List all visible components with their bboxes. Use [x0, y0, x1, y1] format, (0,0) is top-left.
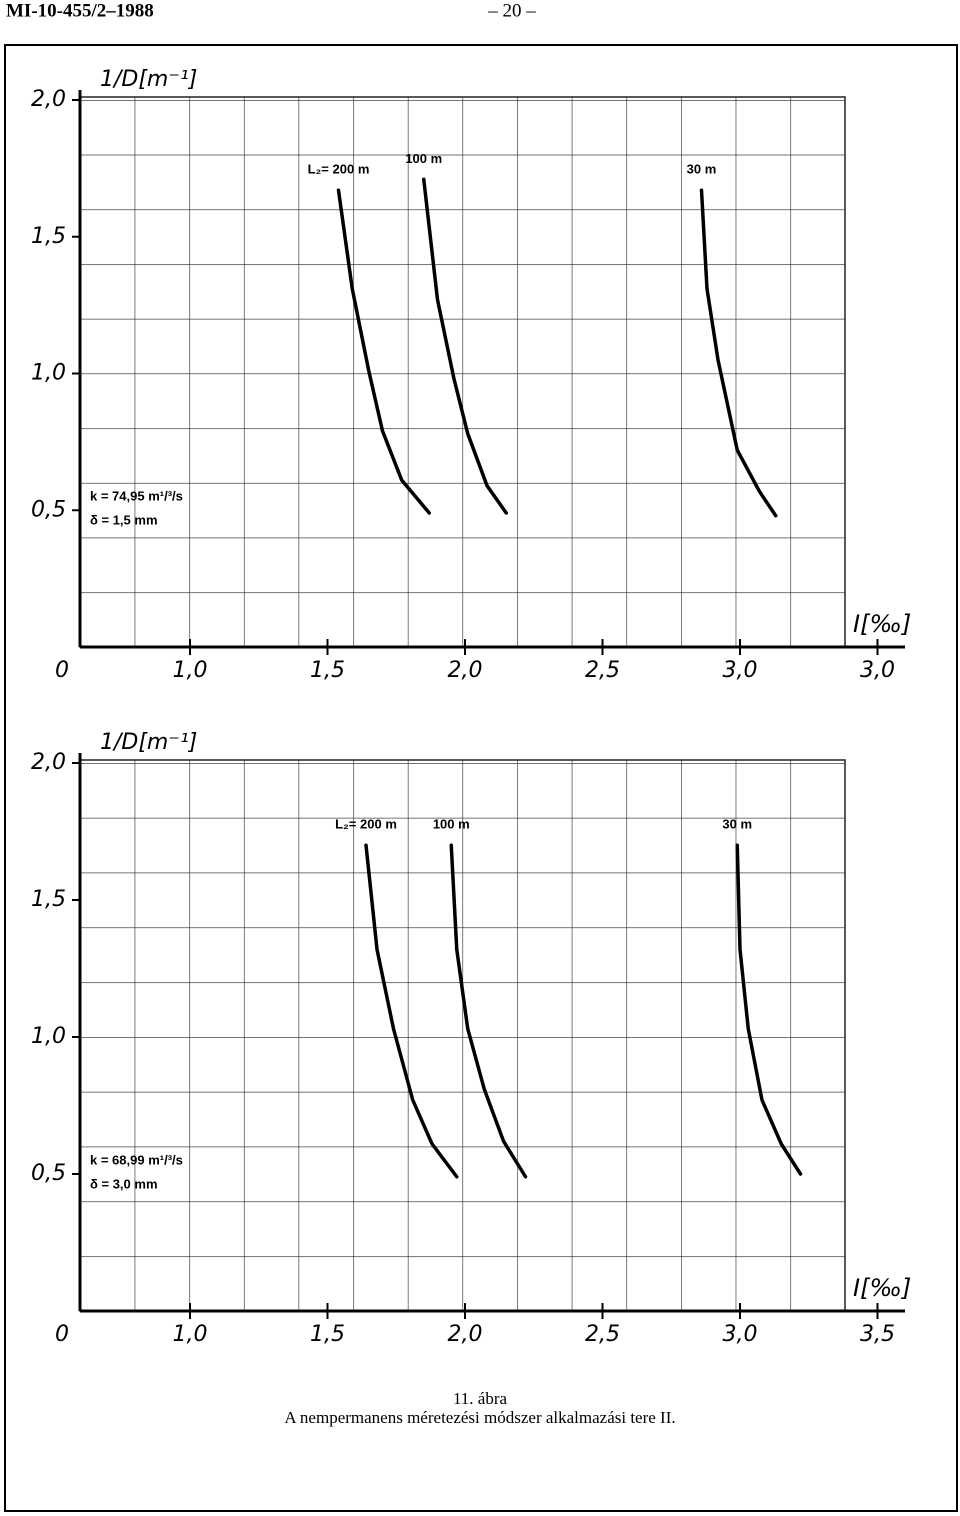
- curve: [364, 843, 459, 1179]
- x-tick-label: 2,5: [585, 1322, 620, 1347]
- y-axis-title: 1/D[m⁻¹]: [100, 730, 197, 755]
- figure-number: 11. ábra: [453, 1389, 508, 1408]
- y-tick-label: 2,0: [31, 750, 66, 775]
- origin-label: 0: [55, 1322, 69, 1347]
- x-axis-title: I[‰]: [853, 610, 911, 638]
- x-tick-label: 3,0: [723, 658, 758, 683]
- x-tick-label: 2,0: [448, 1322, 483, 1347]
- y-tick-label: 1,0: [31, 361, 66, 386]
- x-tick-label: 3,0: [860, 658, 895, 683]
- page-number: – 20 –: [487, 0, 536, 21]
- curve: [449, 843, 528, 1179]
- y-tick-label: 1,0: [31, 1024, 66, 1049]
- x-axis-title: I[‰]: [853, 1274, 911, 1302]
- curve-label: L₂= 200 m: [335, 817, 397, 832]
- origin-label: 0: [55, 658, 69, 683]
- grid: [79, 96, 846, 648]
- curve-label: 30 m: [687, 162, 717, 177]
- curve: [422, 177, 508, 515]
- caption: A nempermanens méretezési módszer alkalm…: [284, 1408, 675, 1427]
- curve: [336, 188, 431, 515]
- y-tick-label: 2,0: [31, 87, 66, 112]
- curve-label: L₂= 200 m: [308, 162, 370, 177]
- page-border: [4, 44, 958, 1512]
- annotation: δ = 1,5 mm: [90, 512, 158, 527]
- x-tick-label: 3,5: [860, 1322, 895, 1347]
- y-tick-label: 1,5: [31, 224, 66, 249]
- x-tick-label: 1,5: [310, 658, 345, 683]
- annotation: k = 68,99 m¹/³/s: [90, 1152, 183, 1167]
- curve: [699, 188, 778, 518]
- curve-label: 100 m: [405, 151, 442, 166]
- y-tick-label: 0,5: [31, 497, 66, 522]
- curve: [735, 843, 803, 1176]
- curve-label: 100 m: [433, 817, 470, 832]
- y-tick-label: 1,5: [31, 887, 66, 912]
- annotation: k = 74,95 m¹/³/s: [90, 488, 183, 503]
- x-tick-label: 2,0: [448, 658, 483, 683]
- x-tick-label: 2,5: [585, 658, 620, 683]
- x-tick-label: 3,0: [723, 1322, 758, 1347]
- x-tick-label: 1,0: [173, 658, 208, 683]
- y-tick-label: 0,5: [31, 1161, 66, 1186]
- grid: [79, 759, 846, 1312]
- x-tick-label: 1,5: [310, 1322, 345, 1347]
- annotation: δ = 3,0 mm: [90, 1176, 158, 1191]
- curve-label: 30 m: [722, 817, 752, 832]
- y-axis-title: 1/D[m⁻¹]: [100, 67, 197, 92]
- doc-id: MI-10-455/2–1988: [6, 0, 154, 21]
- x-tick-label: 1,0: [173, 1322, 208, 1347]
